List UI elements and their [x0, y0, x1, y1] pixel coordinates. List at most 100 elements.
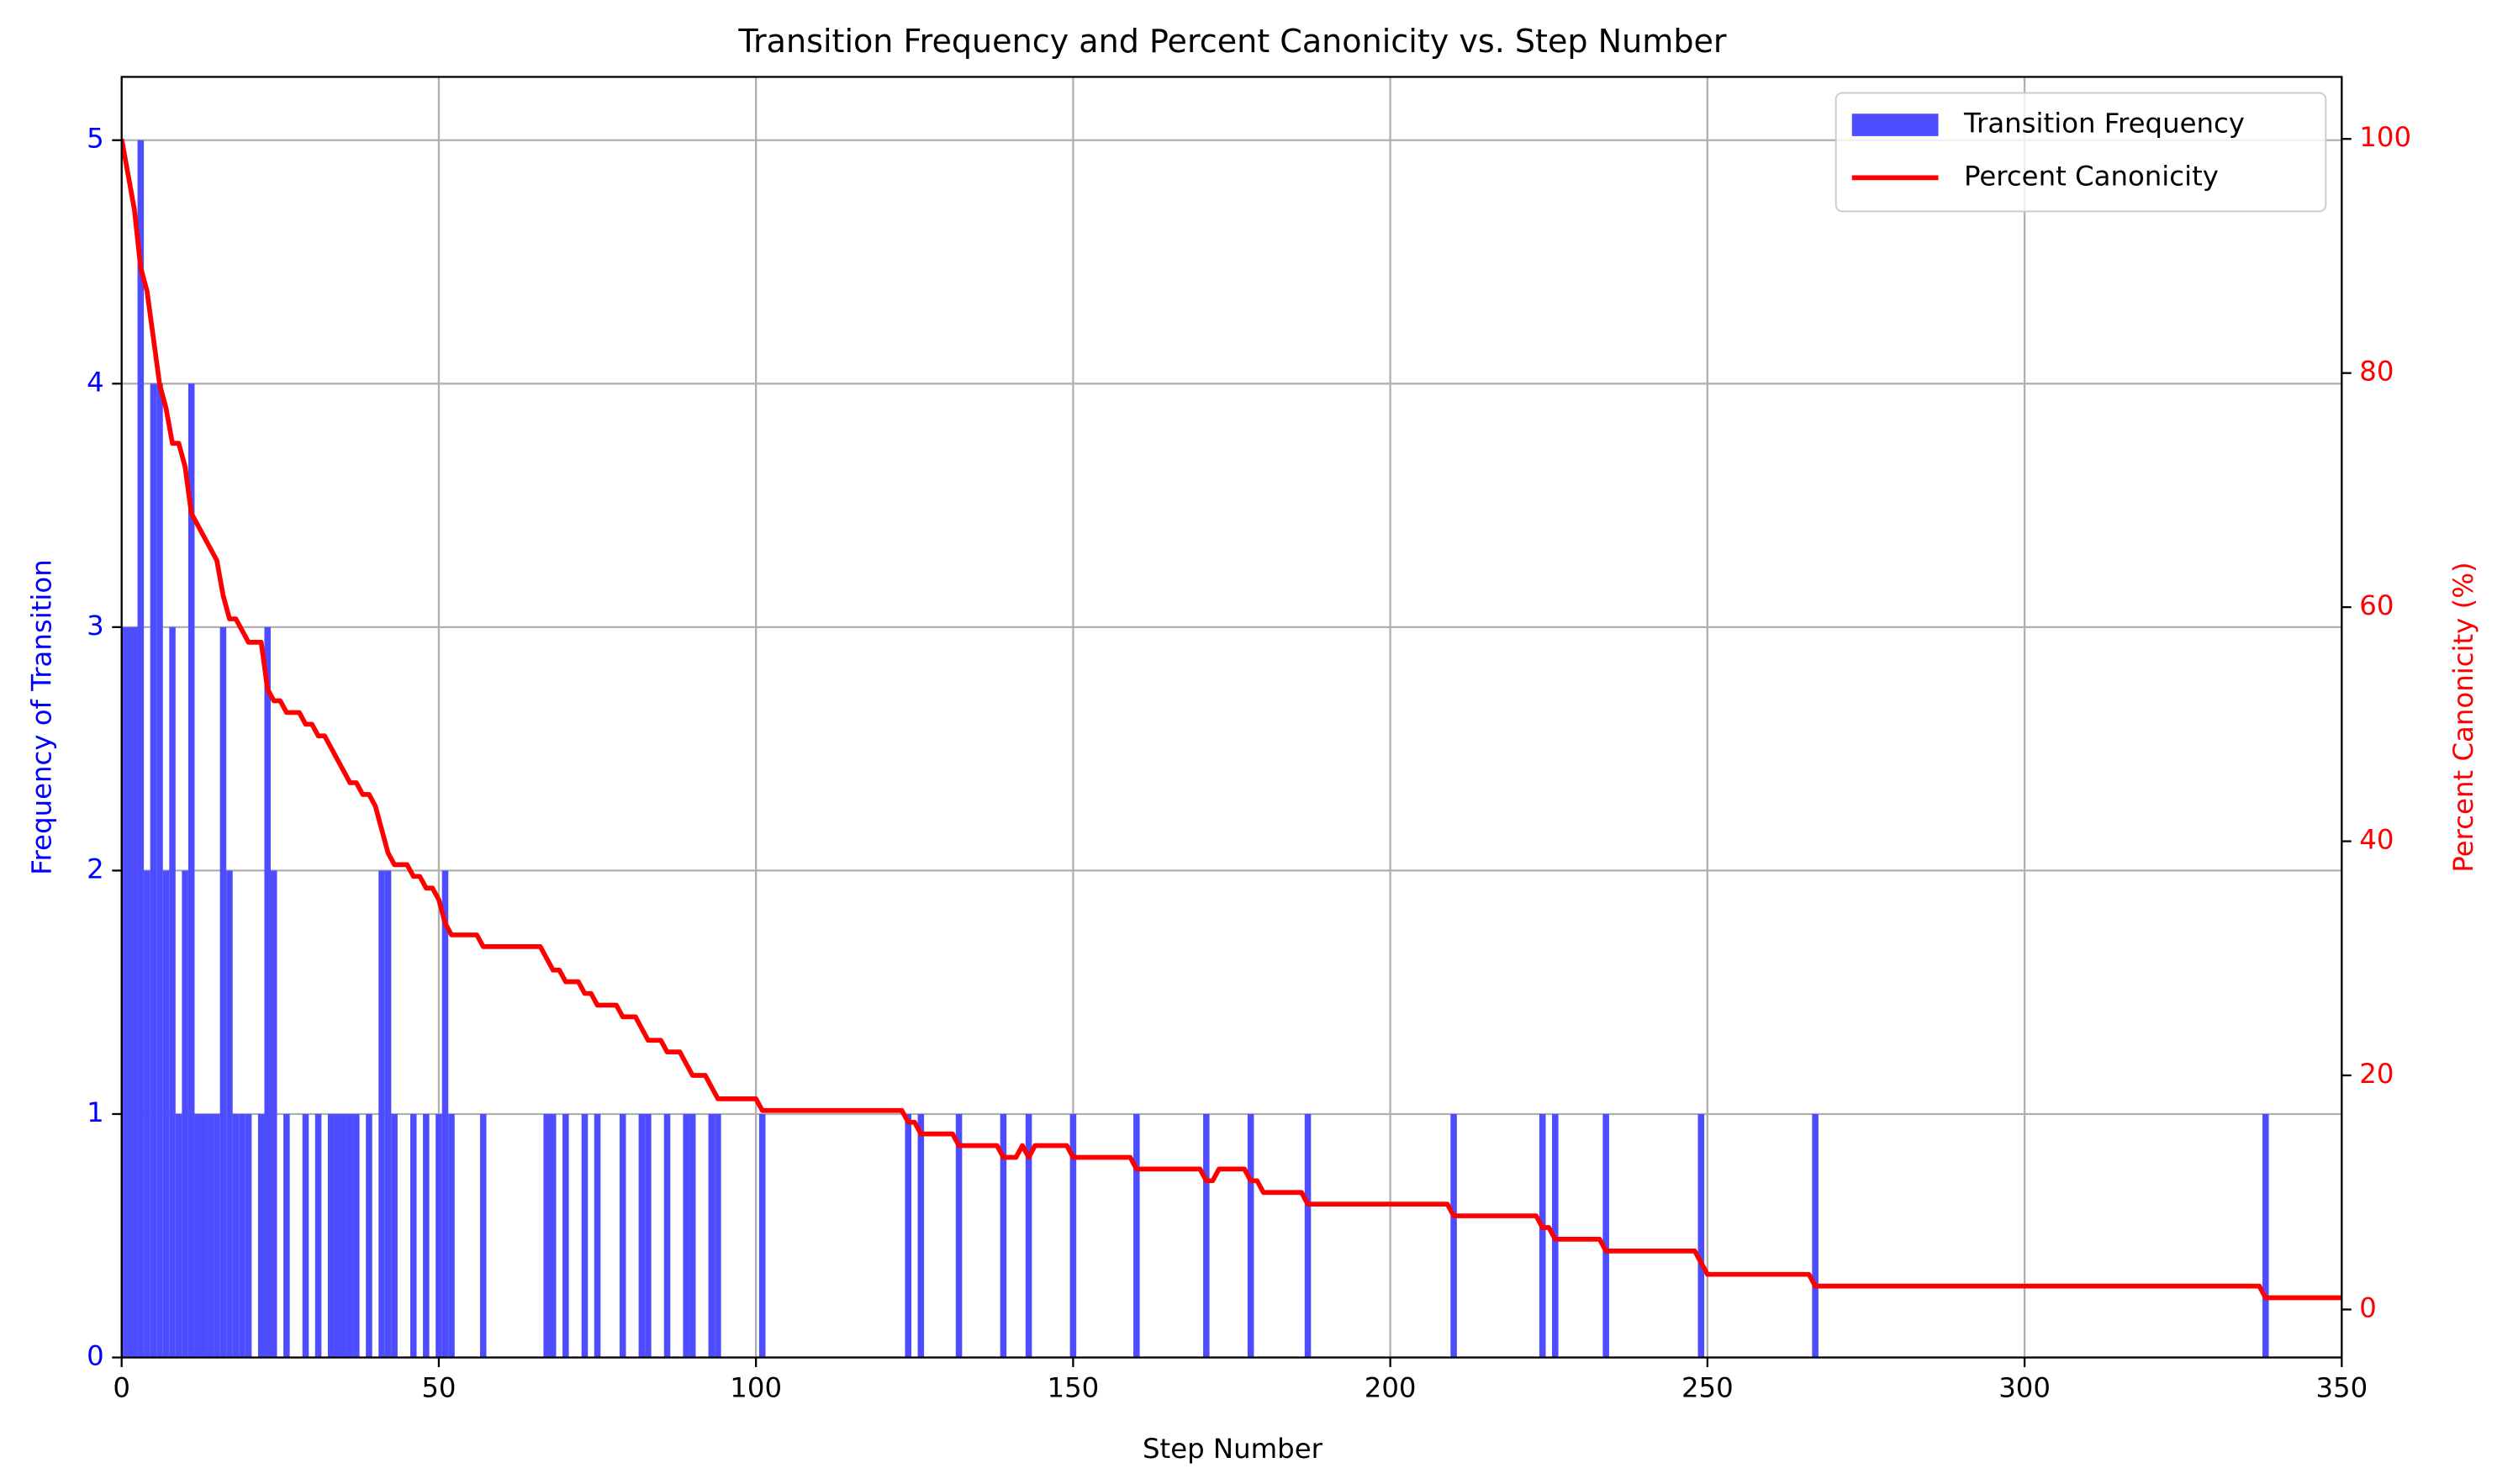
bar	[1133, 1113, 1140, 1358]
x-tick-label: 350	[2315, 1372, 2368, 1404]
x-axis-label: Step Number	[1143, 1433, 1323, 1465]
bar	[144, 870, 150, 1358]
bar	[214, 1113, 220, 1358]
bar	[638, 1113, 646, 1358]
bar	[689, 1113, 696, 1358]
y2-tick-label: 60	[2359, 589, 2394, 621]
bar	[327, 1113, 335, 1358]
bar	[1602, 1113, 1609, 1358]
bar	[955, 1113, 963, 1358]
bar	[448, 1113, 455, 1358]
plot-area	[121, 138, 2342, 1358]
bar	[175, 1113, 182, 1358]
bar	[1539, 1113, 1546, 1358]
x-tick-label: 150	[1048, 1372, 1100, 1404]
y-axis-label: Frequency of Transition	[25, 559, 57, 874]
bar	[549, 1113, 557, 1358]
bar	[1025, 1113, 1032, 1358]
y2-tick-label: 20	[2359, 1058, 2394, 1090]
x-tick-label: 50	[421, 1372, 456, 1404]
y-tick-label: 4	[87, 366, 104, 398]
bar	[162, 870, 170, 1358]
bar	[423, 1113, 430, 1358]
bar	[283, 1113, 290, 1358]
bar	[1304, 1113, 1312, 1358]
bar	[366, 1113, 372, 1358]
bar	[156, 383, 163, 1358]
bar	[645, 1113, 652, 1358]
bar	[1247, 1113, 1254, 1358]
bar	[124, 626, 132, 1358]
bar	[257, 1113, 265, 1358]
bar	[581, 1113, 589, 1358]
bar	[378, 870, 385, 1358]
bar	[708, 1113, 715, 1358]
bar	[1450, 1113, 1457, 1358]
y2-axis-label: Percent Canonicity (%)	[2447, 562, 2479, 872]
bar	[346, 1113, 354, 1358]
bar	[619, 1113, 626, 1358]
y-tick-label: 0	[87, 1340, 104, 1372]
bar	[194, 1113, 202, 1358]
legend-label: Transition Frequency	[1963, 108, 2245, 140]
x-tick-label: 300	[1998, 1372, 2051, 1404]
x-tick-label: 0	[113, 1372, 130, 1404]
y2-tick-label: 100	[2359, 121, 2411, 153]
bar	[207, 1113, 214, 1358]
legend-box	[1834, 92, 2327, 213]
bar	[758, 1113, 766, 1358]
bar	[594, 1113, 601, 1358]
y-tick-label: 2	[87, 853, 104, 885]
bar	[905, 1113, 912, 1358]
legend-label: Percent Canonicity	[1964, 160, 2219, 192]
bar	[1069, 1113, 1077, 1358]
y-tick-label: 3	[87, 610, 104, 642]
bar	[1697, 1113, 1705, 1358]
y-tick-label: 1	[87, 1096, 104, 1128]
y2-tick-label: 80	[2359, 356, 2394, 388]
y-tick-label: 5	[87, 123, 104, 155]
bar	[340, 1113, 347, 1358]
bar	[1812, 1113, 1819, 1358]
bar	[245, 1113, 252, 1358]
legend-swatch	[1851, 114, 1939, 136]
bar	[219, 626, 227, 1358]
bar	[2262, 1113, 2269, 1358]
bar	[150, 383, 157, 1358]
y2-tick-label: 40	[2359, 824, 2394, 856]
bar	[441, 870, 449, 1358]
plot-frame	[120, 76, 2343, 1359]
bar	[137, 140, 145, 1358]
bar	[543, 1113, 550, 1358]
bar	[479, 1113, 487, 1358]
chart-title: Transition Frequency and Percent Canonic…	[737, 23, 1727, 60]
x-tick-label: 100	[730, 1372, 782, 1404]
bar	[715, 1113, 721, 1358]
bar	[182, 870, 188, 1358]
bar	[1203, 1113, 1210, 1358]
bar	[391, 1113, 398, 1358]
bar	[121, 626, 125, 1358]
bar	[1000, 1113, 1007, 1358]
line	[121, 138, 2342, 1301]
bar	[239, 1113, 245, 1358]
bar	[314, 1113, 322, 1358]
bar	[353, 1113, 360, 1358]
bar	[169, 626, 176, 1358]
bar	[663, 1113, 671, 1358]
bar	[187, 383, 195, 1358]
bar	[409, 1113, 417, 1358]
bar	[436, 1113, 442, 1358]
bar	[226, 870, 233, 1358]
bar	[334, 1113, 340, 1358]
x-tick-label: 250	[1681, 1372, 1734, 1404]
bar	[270, 870, 277, 1358]
bar	[302, 1113, 309, 1358]
bar	[131, 626, 138, 1358]
bar	[562, 1113, 569, 1358]
bar	[232, 1113, 240, 1358]
y2-tick-label: 0	[2359, 1291, 2377, 1323]
bar	[917, 1113, 925, 1358]
bar	[683, 1113, 689, 1358]
